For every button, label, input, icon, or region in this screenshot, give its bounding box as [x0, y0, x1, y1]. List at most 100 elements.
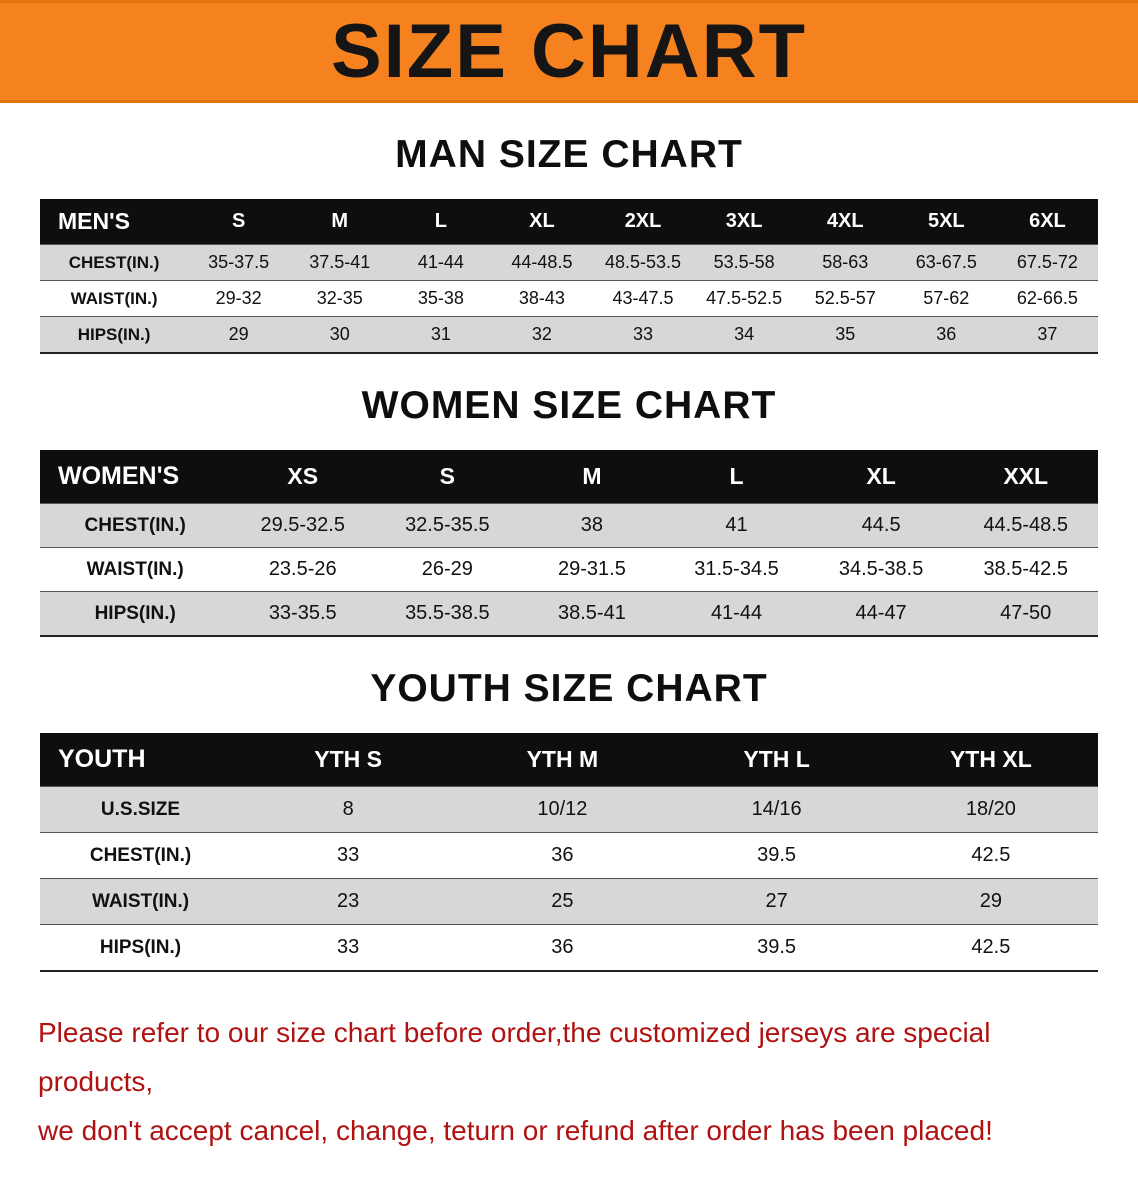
measurement-cell: 43-47.5	[612, 288, 674, 308]
measurement-cell: 36	[551, 936, 574, 958]
section-men: MAN SIZE CHART MEN'S S M L XL 2XL 3XL 4XL 5XL 6XL…	[0, 133, 1138, 354]
measurement-cell: 53.5-58	[713, 252, 775, 272]
size-column-header: XXL	[953, 450, 1098, 504]
footer-line-1: Please refer to our size chart before or…	[38, 1017, 991, 1097]
measurement-cell: 33	[337, 936, 360, 958]
measurement-cell: 29-31.5	[558, 558, 626, 580]
size-column-header: 4XL	[794, 199, 896, 245]
row-label: U.S.SIZE	[100, 798, 181, 820]
size-column-header: 5XL	[895, 199, 997, 245]
table-row: WAIST(IN.) 23.5-26 26-29 29-31.5 31.5-34.5 34…	[40, 547, 1098, 592]
measurement-cell: 44.5	[861, 514, 901, 536]
measurement-cell: 33	[337, 844, 360, 866]
measurement-cell: 47-50	[1000, 602, 1052, 624]
measurement-cell: 41	[725, 514, 748, 536]
measurement-cell: 34	[734, 324, 755, 344]
row-label: CHEST(IN.)	[68, 252, 160, 272]
measurement-cell: 38-43	[518, 288, 565, 308]
measurement-cell: 31	[430, 324, 451, 344]
youth-section-heading: YOUTH SIZE CHART	[370, 667, 768, 710]
size-column-header: YTH L	[669, 733, 884, 787]
size-column-header: 3XL	[693, 199, 795, 245]
row-label: WAIST(IN.)	[70, 288, 158, 308]
size-column-header: L	[664, 450, 809, 504]
measurement-cell: 14/16	[751, 798, 802, 820]
table-row: WAIST(IN.) 29-32 32-35 35-38 38-43 43-47.5 47.…	[40, 280, 1098, 317]
measurement-cell: 35-37.5	[208, 252, 270, 272]
footer-line-2: we don't accept cancel, change, teturn o…	[38, 1115, 993, 1146]
table-title-cell: YOUTH	[40, 733, 242, 787]
men-section-heading: MAN SIZE CHART	[395, 133, 743, 176]
size-column-header: YTH XL	[883, 733, 1098, 787]
measurement-cell: 39.5	[757, 936, 797, 958]
measurement-cell: 58-63	[822, 252, 869, 272]
measurement-cell: 44.5-48.5	[983, 514, 1068, 536]
measurement-cell: 32	[531, 324, 552, 344]
measurement-cell: 31.5-34.5	[694, 558, 779, 580]
table-title-cell: WOMEN'S	[40, 450, 231, 504]
measurement-cell: 32.5-35.5	[405, 514, 490, 536]
measurement-cell: 38	[580, 514, 604, 536]
table-row: U.S.SIZE 8 10/12 14/16 18/20	[40, 786, 1098, 833]
row-label: CHEST(IN.)	[89, 844, 192, 866]
measurement-cell: 62-66.5	[1016, 288, 1078, 308]
table-row: CHEST(IN.) 35-37.5 37.5-41 41-44 44-48.5 48.5…	[40, 244, 1098, 281]
measurement-cell: 33	[633, 324, 654, 344]
row-label: WAIST(IN.)	[91, 890, 190, 912]
measurement-cell: 29-32	[215, 288, 262, 308]
page-title: SIZE CHART	[331, 9, 807, 94]
size-column-header: XS	[230, 450, 376, 504]
size-column-header: YTH S	[241, 733, 456, 787]
measurement-cell: 35	[835, 324, 856, 344]
size-column-header: XL	[808, 450, 954, 504]
measurement-cell: 27	[765, 890, 788, 912]
measurement-cell: 41-44	[710, 602, 763, 624]
measurement-cell: 30	[329, 324, 350, 344]
table-header-row: WOMEN'S XS S M L XL XXL	[40, 450, 1098, 504]
measurement-cell: 38.5-41	[558, 602, 626, 624]
measurement-cell: 25	[551, 890, 574, 912]
measurement-cell: 29	[228, 324, 249, 344]
measurement-cell: 47.5-52.5	[706, 288, 783, 308]
measurement-cell: 42.5	[971, 844, 1011, 866]
measurement-cell: 23.5-26	[268, 558, 337, 580]
measurement-cell: 37.5-41	[309, 252, 371, 272]
measurement-cell: 36	[551, 844, 574, 866]
row-label: CHEST(IN.)	[84, 514, 186, 536]
size-column-header: S	[375, 450, 520, 504]
measurement-cell: 33-35.5	[268, 602, 337, 624]
measurement-cell: 29	[979, 890, 1002, 912]
measurement-cell: 44-48.5	[511, 252, 573, 272]
youth-size-table: YOUTH YTH S YTH M YTH L YTH XL U.S.SIZE 8 10/12…	[40, 733, 1098, 972]
measurement-cell: 36	[936, 324, 957, 344]
measurement-cell: 41-44	[417, 252, 464, 272]
size-column-header: M	[519, 450, 665, 504]
measurement-cell: 38.5-42.5	[983, 558, 1068, 580]
measurement-cell: 48.5-53.5	[605, 252, 682, 272]
table-row: HIPS(IN.) 33 36 39.5 42.5	[40, 924, 1098, 971]
measurement-cell: 18/20	[965, 798, 1016, 820]
measurement-cell: 35.5-38.5	[405, 602, 490, 624]
measurement-cell: 63-67.5	[915, 252, 977, 272]
measurement-cell: 26-29	[421, 558, 473, 580]
table-row: CHEST(IN.) 29.5-32.5 32.5-35.5 38 41 44.5 44.5…	[40, 503, 1098, 548]
measurement-cell: 39.5	[757, 844, 797, 866]
size-column-header: L	[390, 199, 492, 245]
banner: SIZE CHART	[0, 0, 1138, 103]
measurement-cell: 57-62	[923, 288, 970, 308]
table-row: HIPS(IN.) 29 30 31 32 33 34 35 36 37	[40, 316, 1098, 353]
size-column-header: 2XL	[592, 199, 694, 245]
size-chart-page: SIZE CHART MAN SIZE CHART MEN'S S M L XL 2XL 3…	[0, 0, 1138, 1146]
measurement-cell: 29.5-32.5	[260, 514, 345, 536]
men-size-table: MEN'S S M L XL 2XL 3XL 4XL 5XL 6XL CHEST(IN.) 35-37…	[40, 199, 1098, 354]
table-title-cell: MEN'S	[40, 199, 189, 245]
size-column-header: M	[289, 199, 391, 245]
table-row: WAIST(IN.) 23 25 27 29	[40, 878, 1098, 925]
measurement-cell: 35-38	[417, 288, 464, 308]
measurement-cell: 32-35	[316, 288, 363, 308]
measurement-cell: 23	[337, 890, 360, 912]
row-label: HIPS(IN.)	[94, 602, 176, 624]
row-label: HIPS(IN.)	[99, 936, 182, 958]
section-women: WOMEN SIZE CHART WOMEN'S XS S M L XL XXL CHEST(…	[0, 384, 1138, 637]
measurement-cell: 8	[342, 798, 354, 820]
